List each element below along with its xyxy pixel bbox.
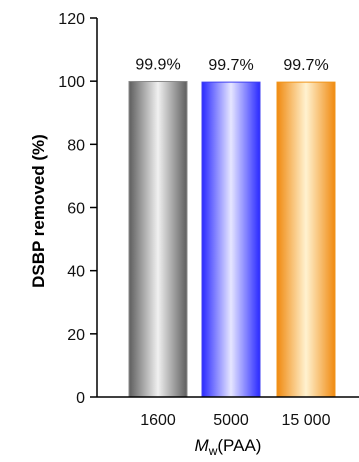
x-axis-label-suffix: (PAA)	[217, 436, 261, 455]
y-tick-label: 120	[58, 11, 85, 28]
y-tick-label: 100	[58, 74, 85, 91]
y-axis-label: DSBP removed (%)	[29, 134, 48, 288]
x-axis-label: Mw(PAA)	[195, 436, 262, 458]
x-tick-label: 5000	[213, 412, 249, 429]
y-tick-label: 60	[67, 201, 85, 218]
x-tick-label: 15 000	[282, 412, 331, 429]
x-axis-ticks: 1600 5000 15 000	[140, 412, 330, 429]
bars: 99.9% 99.7% 99.7%	[128, 56, 336, 398]
bar-value-label: 99.7%	[283, 57, 328, 74]
y-tick-label: 40	[67, 264, 85, 281]
x-axis-label-symbol: M	[195, 436, 210, 455]
x-axis-label-subscript: w	[208, 444, 218, 458]
bar-2	[201, 81, 261, 398]
y-tick-label: 0	[76, 390, 85, 407]
x-tick-label: 1600	[140, 412, 176, 429]
y-tick-label: 20	[67, 327, 85, 344]
bar-3	[276, 81, 336, 398]
y-tick-label: 80	[67, 137, 85, 154]
bar-value-label: 99.7%	[208, 57, 253, 74]
bar-value-label: 99.9%	[135, 56, 180, 73]
y-axis-ticks: 0 20 40 60 80 100 120	[58, 11, 97, 407]
bar-1	[128, 80, 188, 398]
